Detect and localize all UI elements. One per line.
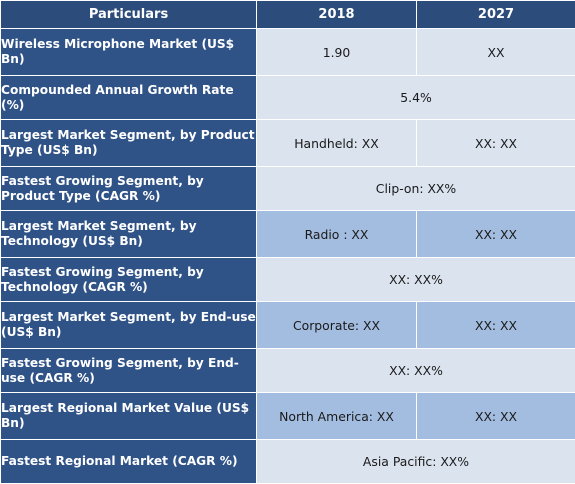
row-label: Fastest Growing Segment, by End-use (CAG… <box>1 349 257 393</box>
row-label: Fastest Regional Market (CAGR %) <box>1 440 257 484</box>
table-row: Fastest Growing Segment, by End-use (CAG… <box>1 349 575 393</box>
value-2018: 1.90 <box>257 29 417 76</box>
row-label: Largest Market Segment, by End-use (US$ … <box>1 302 257 349</box>
table-row: Fastest Regional Market (CAGR %) Asia Pa… <box>1 440 575 484</box>
row-label: Largest Regional Market Value (US$ Bn) <box>1 393 257 440</box>
row-label: Largest Market Segment, by Product Type … <box>1 120 257 167</box>
value-2027: XX: XX <box>417 120 575 167</box>
table-row: Largest Market Segment, by Technology (U… <box>1 211 575 258</box>
header-2027: 2027 <box>417 1 575 29</box>
value-2027: XX: XX <box>417 393 575 440</box>
value-2027: XX: XX <box>417 302 575 349</box>
value-2018: Corporate: XX <box>257 302 417 349</box>
row-label: Largest Market Segment, by Technology (U… <box>1 211 257 258</box>
header-2018: 2018 <box>257 1 417 29</box>
header-row: Particulars 2018 2027 <box>1 1 575 29</box>
row-label: Compounded Annual Growth Rate (%) <box>1 76 257 120</box>
value-merged: Clip-on: XX% <box>257 167 575 211</box>
value-merged: Asia Pacific: XX% <box>257 440 575 484</box>
value-2027: XX: XX <box>417 211 575 258</box>
table-row: Largest Market Segment, by End-use (US$ … <box>1 302 575 349</box>
value-2018: Handheld: XX <box>257 120 417 167</box>
table-row: Compounded Annual Growth Rate (%) 5.4% <box>1 76 575 120</box>
value-merged: 5.4% <box>257 76 575 120</box>
table-row: Largest Regional Market Value (US$ Bn) N… <box>1 393 575 440</box>
value-2018: Radio : XX <box>257 211 417 258</box>
row-label: Wireless Microphone Market (US$ Bn) <box>1 29 257 76</box>
table-row: Largest Market Segment, by Product Type … <box>1 120 575 167</box>
row-label: Fastest Growing Segment, by Technology (… <box>1 258 257 302</box>
value-2018: North America: XX <box>257 393 417 440</box>
table-row: Fastest Growing Segment, by Technology (… <box>1 258 575 302</box>
table-row: Wireless Microphone Market (US$ Bn) 1.90… <box>1 29 575 76</box>
row-label: Fastest Growing Segment, by Product Type… <box>1 167 257 211</box>
value-merged: XX: XX% <box>257 258 575 302</box>
value-2027: XX <box>417 29 575 76</box>
value-merged: XX: XX% <box>257 349 575 393</box>
table-row: Fastest Growing Segment, by Product Type… <box>1 167 575 211</box>
header-particulars: Particulars <box>1 1 257 29</box>
